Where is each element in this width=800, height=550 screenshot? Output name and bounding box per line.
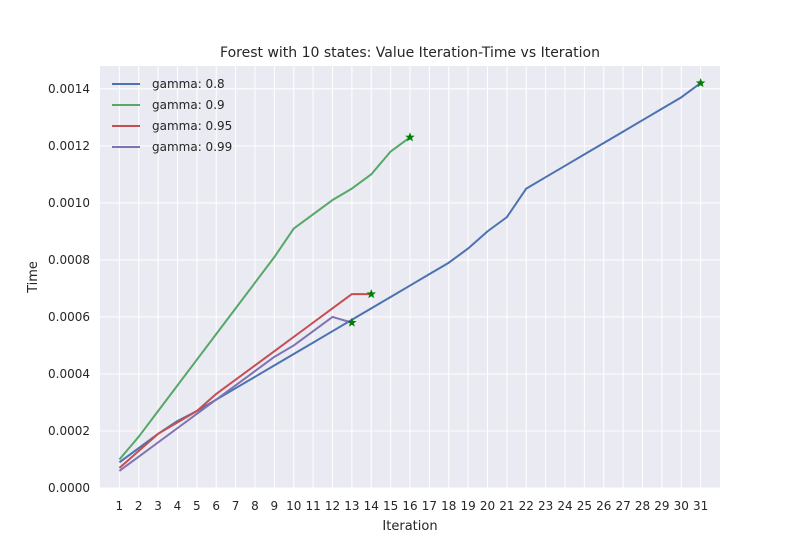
legend-label: gamma: 0.8 (152, 77, 225, 91)
x-tick-label: 3 (154, 499, 162, 513)
end-marker-star (405, 132, 415, 142)
x-tick-label: 27 (615, 499, 630, 513)
x-tick-label: 24 (557, 499, 572, 513)
y-tick-label: 0.0008 (48, 253, 90, 267)
legend: gamma: 0.8 gamma: 0.9 gamma: 0.95 gamma: 0.… (112, 77, 232, 154)
end-marker-star (366, 289, 377, 299)
x-tick-label: 5 (193, 499, 201, 513)
y-axis-title: Time (26, 261, 41, 294)
x-tick-label: 22 (519, 499, 534, 513)
x-tick-label: 28 (635, 499, 650, 513)
y-tick-label: 0.0012 (48, 139, 90, 153)
x-tick-label: 19 (460, 499, 475, 513)
x-tick-label: 13 (344, 499, 359, 513)
x-tick-label: 2 (135, 499, 143, 513)
x-tick-label: 7 (232, 499, 240, 513)
y-tick-label: 0.0010 (48, 196, 90, 210)
x-tick-label: 4 (174, 499, 182, 513)
x-tick-label: 9 (271, 499, 279, 513)
x-tick-label: 12 (325, 499, 340, 513)
x-tick-label: 15 (383, 499, 398, 513)
series-lines (118, 82, 702, 472)
x-tick-label: 16 (402, 499, 417, 513)
y-tick-label: 0.0000 (48, 481, 90, 495)
x-tick-label: 21 (499, 499, 514, 513)
x-tick-label: 29 (654, 499, 669, 513)
x-tick-label: 25 (577, 499, 592, 513)
x-tick-label: 23 (538, 499, 553, 513)
series-line-3 (118, 315, 353, 472)
x-tick-label: 20 (480, 499, 495, 513)
x-tick-label: 8 (251, 499, 259, 513)
x-tick-label: 10 (286, 499, 301, 513)
legend-label: gamma: 0.9 (152, 98, 225, 112)
legend-label: gamma: 0.99 (152, 140, 232, 154)
x-tick-label: 18 (441, 499, 456, 513)
end-markers (347, 78, 706, 327)
x-tick-labels: 1 2 3 4 5 6 7 8 9 10 11 12 13 14 15 16 17 18 19 20 21 22 23 24 2… (116, 499, 709, 513)
x-axis-title: Iteration (382, 519, 437, 534)
end-marker-star (695, 78, 706, 88)
series-line-1 (118, 136, 411, 461)
chart-title: Forest with 10 states: Value Iteration-T… (220, 45, 600, 61)
y-tick-label: 0.0002 (48, 424, 90, 438)
grid-lines (100, 66, 720, 489)
x-tick-label: 14 (364, 499, 379, 513)
legend-label: gamma: 0.95 (152, 119, 232, 133)
series-line-2 (118, 293, 372, 469)
x-tick-label: 11 (305, 499, 320, 513)
x-tick-label: 30 (674, 499, 689, 513)
x-tick-label: 26 (596, 499, 611, 513)
x-tick-label: 6 (212, 499, 220, 513)
x-tick-label: 1 (116, 499, 124, 513)
y-tick-label: 0.0014 (48, 82, 90, 96)
y-tick-labels: 0.0000 0.0002 0.0004 0.0006 0.0008 0.0010 0.00… (48, 82, 90, 495)
x-tick-label: 17 (422, 499, 437, 513)
end-marker-star (347, 317, 357, 327)
y-tick-label: 0.0006 (48, 310, 90, 324)
x-tick-label: 31 (693, 499, 708, 513)
y-tick-label: 0.0004 (48, 367, 90, 381)
